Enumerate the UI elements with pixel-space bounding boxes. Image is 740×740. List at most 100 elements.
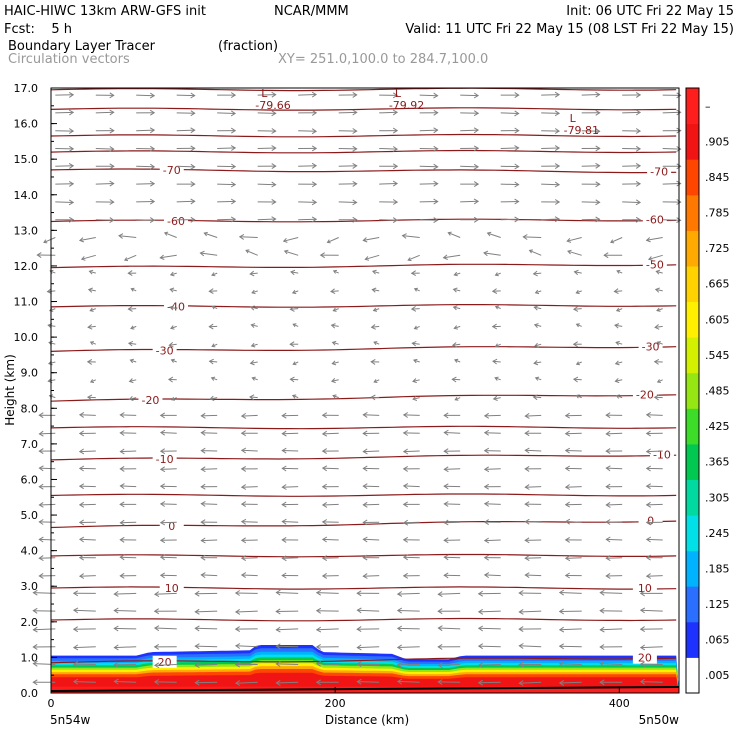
vector-head bbox=[483, 483, 489, 490]
vector-head bbox=[113, 625, 119, 632]
vector-shaft bbox=[130, 359, 137, 363]
vector-shaft bbox=[282, 432, 299, 435]
vector-shaft bbox=[525, 414, 542, 417]
vector-head bbox=[167, 376, 174, 383]
vector-head bbox=[321, 519, 328, 525]
vector-head bbox=[240, 412, 247, 419]
vector-shaft bbox=[95, 148, 114, 150]
vector-head bbox=[281, 465, 287, 472]
vector-head bbox=[599, 589, 605, 596]
vector-head bbox=[605, 483, 611, 490]
vector-shaft bbox=[363, 414, 380, 416]
vector-head bbox=[211, 343, 216, 348]
vector-head bbox=[109, 146, 115, 152]
vector-shaft bbox=[90, 308, 96, 312]
vector-head bbox=[194, 679, 200, 686]
vector-head bbox=[534, 376, 540, 381]
vector-shaft bbox=[444, 556, 461, 559]
vector-shaft bbox=[646, 503, 663, 506]
vector-head bbox=[676, 109, 682, 116]
vector-head bbox=[200, 483, 206, 490]
vector-shaft bbox=[164, 232, 177, 238]
vector-head bbox=[78, 519, 85, 526]
vector-head bbox=[250, 342, 256, 348]
vector-head bbox=[645, 430, 651, 437]
vector-shaft bbox=[322, 503, 339, 506]
vector-head bbox=[356, 678, 362, 685]
colorbar-label: .605 bbox=[705, 313, 730, 326]
vector-head bbox=[442, 254, 448, 260]
vector-head bbox=[373, 379, 378, 383]
vector-shaft bbox=[662, 148, 681, 150]
vector-head bbox=[518, 608, 524, 615]
vector-shaft bbox=[257, 112, 276, 114]
y-tick-label: 2.0 bbox=[21, 616, 39, 629]
vector-shaft bbox=[88, 325, 96, 328]
vector-head bbox=[362, 501, 368, 508]
vector-head bbox=[356, 661, 362, 668]
vector-head bbox=[653, 358, 660, 365]
colorbar-swatch bbox=[686, 479, 699, 516]
vector-head bbox=[271, 198, 277, 205]
vector-head bbox=[645, 411, 652, 418]
colorbar-swatch bbox=[686, 372, 699, 409]
vector-shaft bbox=[316, 663, 339, 665]
vector-head bbox=[127, 340, 134, 347]
vector-head bbox=[194, 643, 200, 650]
vector-head bbox=[443, 412, 449, 419]
vector-head bbox=[311, 216, 318, 223]
vector-shaft bbox=[160, 556, 177, 559]
colorbar-swatch bbox=[686, 443, 699, 480]
vector-head bbox=[200, 412, 206, 419]
vector-head bbox=[149, 163, 156, 170]
vector-head bbox=[169, 305, 175, 311]
vector-head bbox=[315, 626, 322, 633]
vector-head bbox=[119, 519, 125, 526]
vector-shaft bbox=[154, 592, 177, 595]
vector-shaft bbox=[322, 538, 339, 541]
vector-head bbox=[514, 163, 520, 170]
colorbar-swatch bbox=[686, 586, 699, 623]
y-tick-label: 0.0 bbox=[21, 687, 39, 700]
vector-head bbox=[483, 250, 489, 257]
vector-head bbox=[149, 92, 156, 99]
colorbar-label: .245 bbox=[705, 527, 730, 540]
vector-shaft bbox=[160, 254, 177, 259]
vector-head bbox=[396, 678, 403, 685]
vector-head bbox=[433, 109, 439, 116]
vector-shaft bbox=[201, 432, 218, 434]
vector-head bbox=[190, 127, 196, 134]
colorbar-swatch bbox=[686, 337, 699, 374]
vector-shaft bbox=[160, 503, 177, 505]
vector-shaft bbox=[79, 503, 96, 506]
vector-shaft bbox=[534, 343, 542, 347]
vector-shaft bbox=[217, 183, 236, 186]
vector-head bbox=[190, 198, 196, 205]
minimum-letter: L bbox=[570, 112, 577, 125]
vector-shaft bbox=[39, 538, 56, 541]
y-tick-label: 12.0 bbox=[14, 260, 39, 273]
vector-head bbox=[676, 146, 682, 152]
colorbar-label: .905 bbox=[705, 135, 730, 148]
vector-head bbox=[518, 643, 524, 649]
vector-shaft bbox=[412, 397, 420, 400]
vector-head bbox=[315, 607, 322, 614]
vector-head bbox=[352, 199, 358, 206]
vector-head bbox=[477, 590, 484, 597]
x-axis-label: Distance (km) bbox=[325, 713, 409, 727]
vector-head bbox=[558, 589, 565, 596]
vector-shaft bbox=[523, 236, 542, 238]
vector-head bbox=[275, 679, 281, 686]
vector-head bbox=[190, 163, 196, 170]
vector-shaft bbox=[402, 235, 420, 238]
vector-head bbox=[153, 643, 160, 650]
vector-head bbox=[290, 269, 296, 276]
vector-head bbox=[564, 484, 571, 490]
vector-shaft bbox=[438, 664, 461, 666]
vector-head bbox=[595, 181, 601, 188]
vector-shaft bbox=[656, 308, 663, 312]
vector-shaft bbox=[276, 628, 299, 631]
vector-head bbox=[676, 180, 682, 187]
vector-head bbox=[635, 109, 642, 116]
vector-head bbox=[572, 376, 579, 383]
